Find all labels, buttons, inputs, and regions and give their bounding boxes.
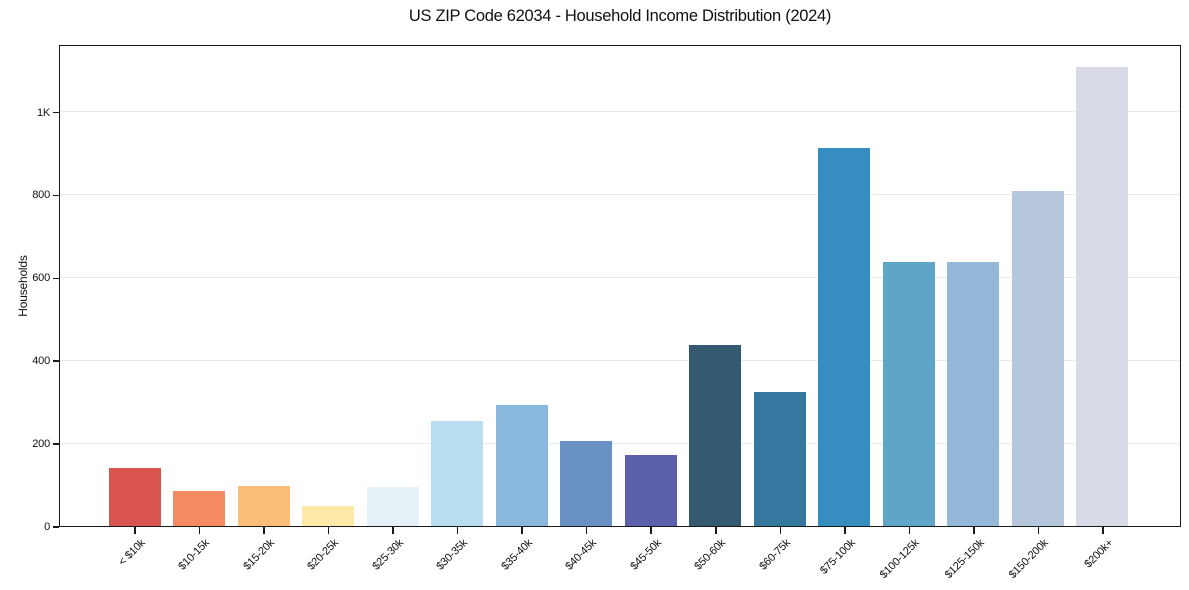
gridline [60, 359, 1180, 361]
x-tick-mark [521, 527, 523, 534]
x-tick-label: $75-100k [817, 537, 858, 577]
y-tick-label: 400 [32, 355, 50, 368]
bar-$40-45k [560, 441, 613, 526]
x-tick-label: < $10k [116, 537, 148, 569]
bar-$20-25k [302, 506, 355, 526]
bar-$30-35k [431, 421, 484, 526]
gridline [60, 111, 1180, 113]
bar-$15-20k [237, 485, 290, 526]
x-tick-mark [263, 527, 265, 534]
bar-$25-30k [366, 487, 419, 526]
bar-$150-200k [1011, 190, 1064, 526]
y-tick-label: 600 [32, 272, 50, 285]
x-tick-mark [327, 527, 330, 534]
y-tick-label: 0 [44, 521, 50, 533]
gridline [60, 442, 1180, 444]
x-tick-label: $125-150k [942, 537, 987, 581]
x-tick-mark [1102, 527, 1104, 534]
y-tick-mark [53, 277, 59, 280]
bar-$125-150k [947, 261, 1000, 526]
x-tick-label: $20-25k [305, 537, 342, 573]
x-tick-mark [715, 527, 717, 534]
x-tick-mark [908, 527, 911, 534]
x-tick-label: $15-20k [240, 537, 277, 573]
x-tick-mark [456, 527, 459, 534]
x-tick-mark [134, 527, 136, 534]
bar-$10-15k [173, 490, 226, 526]
bar-$200k+ [1076, 67, 1129, 526]
chart-title: US ZIP Code 62034 - Household Income Dis… [408, 7, 832, 25]
y-tick-mark [53, 194, 59, 197]
x-tick-mark [392, 527, 394, 534]
bar-$50-60k [689, 344, 742, 526]
x-tick-label: $25-30k [370, 537, 406, 573]
y-axis-label: Households [16, 255, 30, 317]
gridline [60, 193, 1180, 195]
x-tick-label: $50-60k [692, 537, 729, 573]
x-tick-mark [973, 527, 975, 534]
plot-area [59, 45, 1181, 527]
y-tick-mark [53, 360, 59, 362]
x-tick-label: $60-75k [757, 537, 793, 573]
x-tick-label: $40-45k [563, 537, 600, 573]
y-tick-mark [53, 111, 59, 114]
y-tick-label: 1K [36, 106, 50, 119]
x-tick-mark [585, 527, 588, 534]
x-tick-mark [779, 527, 782, 534]
bar-$45-50k [624, 454, 677, 526]
x-tick-label: $10-15k [176, 537, 213, 573]
x-tick-label: $45-50k [628, 537, 664, 573]
bar-$100-125k [882, 261, 935, 526]
y-tick-label: 200 [32, 438, 50, 451]
x-tick-label: $30-35k [434, 537, 471, 573]
gridline [60, 276, 1180, 278]
bar-< $10k [108, 467, 161, 526]
x-tick-label: $200k+ [1082, 537, 1116, 571]
x-tick-mark [198, 527, 201, 534]
x-tick-label: $100-125k [877, 537, 922, 581]
y-tick-mark [53, 443, 59, 445]
y-tick-mark [53, 526, 59, 528]
x-tick-mark [1037, 527, 1040, 534]
bar-$60-75k [753, 392, 806, 526]
bar-$75-100k [818, 148, 871, 526]
x-tick-label: $150-200k [1006, 537, 1051, 581]
y-tick-label: 800 [32, 189, 50, 202]
bar-$35-40k [495, 404, 548, 526]
x-tick-label: $35-40k [499, 537, 535, 573]
x-tick-mark [844, 527, 846, 534]
x-tick-mark [650, 527, 652, 534]
